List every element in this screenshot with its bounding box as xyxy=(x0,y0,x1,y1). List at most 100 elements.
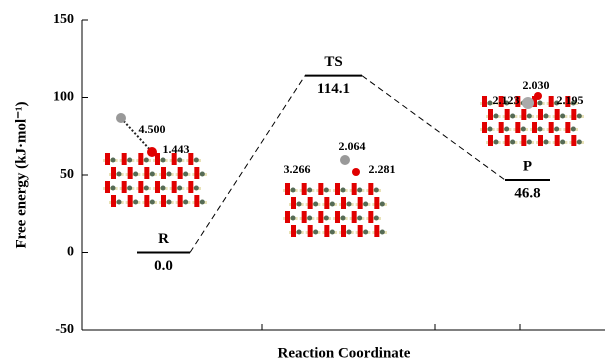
slab-oxygen xyxy=(555,135,560,146)
slab-oxygen xyxy=(571,135,576,146)
slab-atom xyxy=(357,188,362,193)
slab-atom xyxy=(330,202,335,207)
slab-atom xyxy=(313,202,318,207)
slab-atom xyxy=(297,230,302,235)
slab-atom xyxy=(494,140,499,145)
slab-atom xyxy=(330,230,335,235)
slab-atom xyxy=(527,140,532,145)
slab-oxygen xyxy=(111,195,116,207)
slab-atom xyxy=(560,140,565,145)
slab-atom xyxy=(363,230,368,235)
slab-atom xyxy=(347,230,352,235)
slab-oxygen xyxy=(374,197,379,209)
slab-oxygen xyxy=(505,109,510,120)
slab-oxygen xyxy=(285,183,290,195)
slab-atom xyxy=(194,186,199,191)
slab-atom xyxy=(144,186,149,191)
y-tick-label: 100 xyxy=(53,90,74,105)
y-axis-title: Free energy (kJ·mol⁻¹) xyxy=(13,101,29,248)
slab-atom xyxy=(194,158,199,163)
slab-oxygen xyxy=(302,183,307,195)
slab-oxygen xyxy=(105,181,110,193)
y-tick-label: 50 xyxy=(60,167,74,182)
slab-atom xyxy=(577,140,582,145)
slab-atom xyxy=(291,188,296,193)
slab-oxygen xyxy=(324,197,329,209)
slab-oxygen xyxy=(128,195,133,207)
slab-atom xyxy=(297,202,302,207)
distance-label: 2.281 xyxy=(369,162,396,176)
slab-atom xyxy=(544,114,549,119)
slab-atom xyxy=(341,188,346,193)
slab-oxygen xyxy=(122,153,127,165)
slab-oxygen xyxy=(308,197,313,209)
slab-oxygen xyxy=(144,195,149,207)
slab-oxygen xyxy=(188,181,193,193)
adatom xyxy=(340,155,350,165)
distance-label: 2.030 xyxy=(523,78,550,92)
x-axis-title: Reaction Coordinate xyxy=(278,345,411,361)
slab-oxygen xyxy=(194,195,199,207)
slab-oxygen xyxy=(549,96,554,107)
slab-oxygen xyxy=(172,181,177,193)
slab-oxygen xyxy=(291,197,296,209)
adatom xyxy=(116,113,126,123)
oxygen xyxy=(534,92,542,100)
slab-atom xyxy=(324,188,329,193)
slab-atom xyxy=(161,158,166,163)
slab-oxygen xyxy=(571,109,576,120)
slab-oxygen xyxy=(285,211,290,223)
slab-atom xyxy=(177,186,182,191)
slab-oxygen xyxy=(521,109,526,120)
slab-atom xyxy=(363,202,368,207)
slab-atom xyxy=(200,172,205,177)
slab-oxygen xyxy=(482,122,487,133)
slab-oxygen xyxy=(138,181,143,193)
slab-oxygen xyxy=(352,211,357,223)
slab-atom xyxy=(527,114,532,119)
slab-oxygen xyxy=(178,195,183,207)
slab-atom xyxy=(510,114,515,119)
slab-atom xyxy=(374,216,379,221)
oxygen xyxy=(352,168,360,176)
slab-oxygen xyxy=(549,122,554,133)
slab-oxygen xyxy=(308,225,313,237)
slab-oxygen xyxy=(368,211,373,223)
value-label: 114.1 xyxy=(317,81,350,97)
slab-oxygen xyxy=(538,109,543,120)
slab-oxygen xyxy=(482,96,487,107)
slab-oxygen xyxy=(499,122,504,133)
slab-atom xyxy=(307,188,312,193)
slab-oxygen xyxy=(555,109,560,120)
slab-atom xyxy=(554,127,559,132)
slab-atom xyxy=(488,127,493,132)
slab-oxygen xyxy=(161,195,166,207)
slab-atom xyxy=(571,127,576,132)
oxygen xyxy=(147,147,157,157)
state-label: TS xyxy=(324,54,342,70)
slab-atom xyxy=(133,200,138,205)
slab-oxygen xyxy=(538,135,543,146)
slab-oxygen xyxy=(352,183,357,195)
slab-atom xyxy=(291,216,296,221)
slab-atom xyxy=(127,158,132,163)
slab-oxygen xyxy=(521,135,526,146)
slab-oxygen xyxy=(335,183,340,195)
slab-oxygen xyxy=(505,135,510,146)
slab-atom xyxy=(380,202,385,207)
slab-oxygen xyxy=(488,135,493,146)
slab-oxygen xyxy=(324,225,329,237)
slab-atom xyxy=(167,200,172,205)
slab-oxygen xyxy=(341,225,346,237)
slab-oxygen xyxy=(194,167,199,179)
slab-oxygen xyxy=(358,225,363,237)
slab-atom xyxy=(510,140,515,145)
slab-atom xyxy=(347,202,352,207)
slab-atom xyxy=(183,172,188,177)
slab-oxygen xyxy=(138,153,143,165)
state-label: R xyxy=(158,231,169,247)
slab-atom xyxy=(577,114,582,119)
slab-oxygen xyxy=(318,211,323,223)
slab-atom xyxy=(324,216,329,221)
slab-oxygen xyxy=(111,167,116,179)
